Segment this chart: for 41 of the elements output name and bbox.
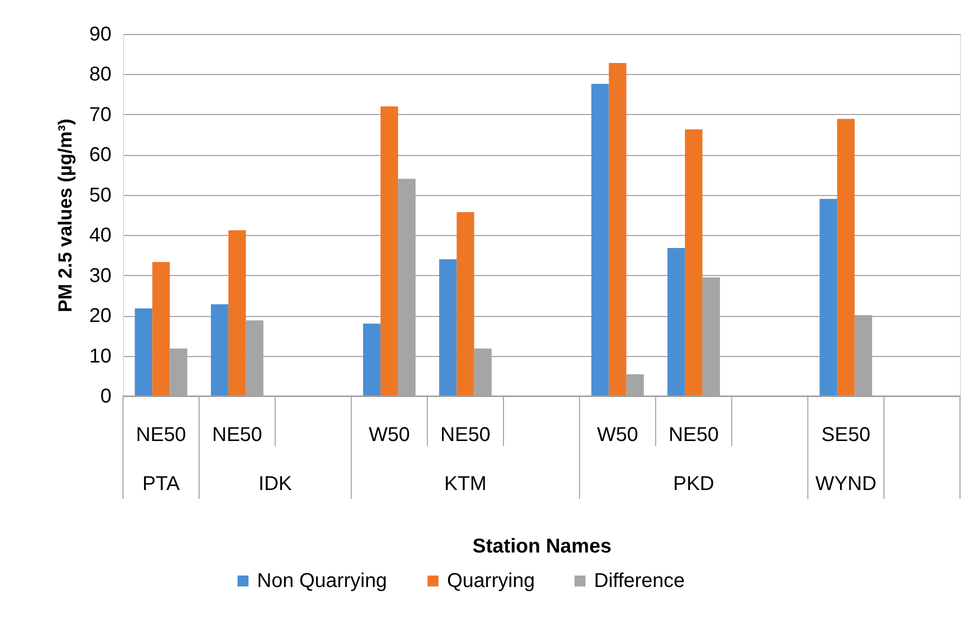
x-tick-label: SE50	[821, 424, 870, 446]
bar	[152, 262, 170, 396]
y-tick-label: 50	[89, 184, 112, 206]
x-tick-label: W50	[597, 424, 638, 446]
bar	[837, 118, 855, 396]
bar	[667, 248, 685, 396]
bar	[456, 212, 474, 396]
y-tick-label: 10	[89, 345, 112, 368]
text: PTA	[142, 473, 180, 495]
y-tick-label: 90	[89, 24, 112, 46]
x-tick-label: NE50	[212, 424, 262, 446]
text: WYND	[815, 473, 876, 495]
y-tick-label: 70	[89, 104, 112, 126]
bar	[210, 304, 228, 396]
y-tick-label: 60	[89, 144, 112, 166]
legend-label: Difference	[594, 570, 685, 592]
x-tick-label: NE50	[136, 424, 186, 446]
bar	[228, 230, 246, 396]
bar	[363, 324, 381, 396]
x-tick-label: NE50	[668, 424, 719, 446]
text: PKD	[673, 473, 714, 495]
bar	[380, 106, 398, 396]
y-tick-label: 40	[89, 224, 112, 247]
x-tick-label: W50	[368, 424, 410, 446]
y-axis-title: PM 2.5 values (µg/m³)	[55, 118, 76, 312]
bar	[591, 84, 609, 396]
bar	[134, 308, 152, 396]
x-tick-label: NE50	[440, 424, 490, 446]
legend-label: Quarrying	[447, 570, 535, 592]
text: IDK	[258, 473, 293, 495]
text: KTM	[444, 473, 487, 495]
bar	[439, 259, 457, 396]
y-tick-label: 20	[89, 305, 112, 328]
bar	[608, 62, 626, 396]
x-axis-title: Station Names	[472, 536, 612, 558]
legend-label: Non Quarrying	[257, 570, 388, 592]
y-tick-label: 0	[100, 386, 112, 408]
y-tick-label: 80	[89, 64, 112, 86]
y-tick-label: 30	[89, 264, 112, 287]
bar	[820, 198, 838, 396]
bar	[684, 129, 702, 396]
